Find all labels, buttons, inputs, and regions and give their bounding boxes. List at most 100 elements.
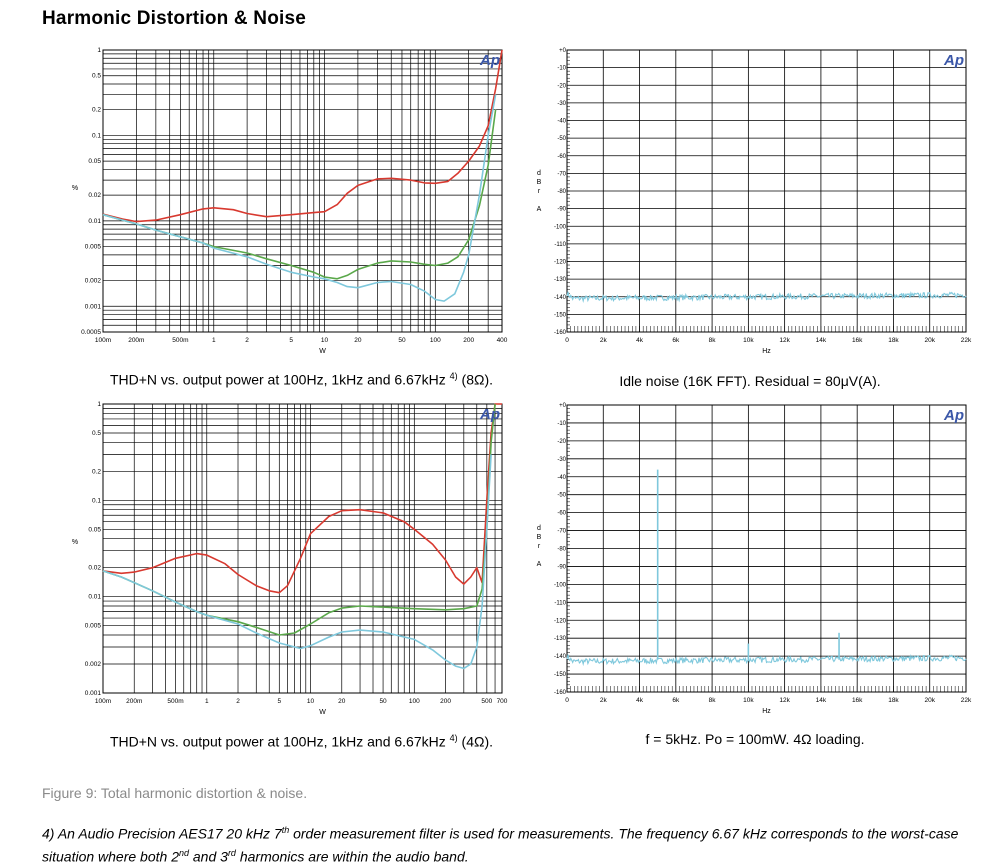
x-tick-label: 200m — [128, 337, 144, 344]
noise-trace — [567, 292, 966, 301]
x-tick-label: 20k — [924, 337, 935, 344]
y-tick-label: -20 — [557, 439, 566, 445]
y-tick-label: 0.1 — [92, 497, 101, 504]
idle-noise-chart: 0 2k 4k 6k 8k 10k 12k 14k 16k 18k 20k 22k +0 -10 -20 -3… — [525, 40, 975, 360]
y-tick-label: 0.001 — [85, 690, 102, 697]
ap-logo: Ap — [479, 52, 500, 69]
y-tick-label: 0.05 — [88, 158, 101, 165]
y-tick-label: 0.5 — [92, 73, 101, 80]
y-tick-label: -60 — [557, 154, 566, 160]
y-axis-label: r — [538, 188, 541, 195]
y-tick-label: -60 — [557, 511, 566, 517]
grid — [103, 50, 502, 332]
x-axis-label: Hz — [762, 348, 771, 355]
x-tick-label: 20 — [338, 698, 346, 705]
x-tick-label: 0 — [565, 337, 569, 344]
y-tick-label: -70 — [557, 171, 566, 177]
y-tick-label: 0.0005 — [81, 329, 101, 336]
x-tick-label: 50 — [379, 698, 387, 705]
page-title: Harmonic Distortion & Noise — [42, 8, 306, 30]
y-tick-label: -160 — [554, 690, 567, 696]
y-tick-label: -20 — [557, 83, 566, 89]
y-tick-label: 0.05 — [88, 526, 101, 533]
y-tick-label: -30 — [557, 101, 566, 107]
x-tick-label: 12k — [779, 697, 790, 704]
y-axis-label: r — [538, 543, 541, 550]
x-tick-label: 100 — [430, 337, 441, 344]
y-tick-label: 1 — [97, 401, 101, 408]
y-tick-label: -150 — [554, 312, 567, 318]
y-tick-label: -110 — [554, 600, 566, 606]
caption-idle-noise: Idle noise (16K FFT). Residual = 80μV(A)… — [525, 373, 975, 389]
x-tick-label: 6k — [672, 697, 680, 704]
x-tick-label: 2k — [600, 697, 608, 704]
y-axis-label: B — [537, 179, 542, 186]
y-tick-label: 0.002 — [85, 661, 102, 668]
y-tick-label: -30 — [557, 457, 566, 463]
x-tick-label: 500m — [172, 337, 188, 344]
y-tick-label: +0 — [559, 48, 567, 54]
x-tick-label: 4k — [636, 697, 644, 704]
x-tick-label: 22k — [961, 337, 972, 344]
plot-frame — [103, 404, 502, 693]
y-tick-label: -10 — [557, 66, 566, 72]
y-tick-label: -140 — [554, 654, 567, 660]
x-tick-label: 0 — [565, 697, 569, 704]
y-tick-label: 0.01 — [88, 594, 101, 601]
series-line-cyan — [103, 95, 496, 301]
x-tick-label: 2k — [600, 337, 608, 344]
fft-5khz-chart: 0 2k 4k 6k 8k 10k 12k 14k 16k 18k 20k 22k +0 -10 -20 -3… — [525, 395, 975, 720]
ap-logo: Ap — [479, 406, 500, 423]
y-tick-label: -70 — [557, 529, 566, 535]
plot-frame — [103, 50, 502, 332]
x-tick-label: 22k — [961, 697, 972, 704]
x-tick-label: 16k — [852, 697, 863, 704]
series-line-green — [103, 404, 495, 635]
y-axis-label: A — [537, 206, 542, 213]
x-tick-label: 20 — [354, 337, 362, 344]
y-tick-label: -160 — [554, 330, 567, 336]
x-tick-label: 700 — [497, 698, 508, 705]
y-tick-label: -100 — [554, 224, 567, 230]
grid — [567, 405, 966, 692]
y-tick-label: -130 — [554, 636, 567, 642]
x-tick-label: 18k — [888, 697, 899, 704]
x-tick-label: 10k — [743, 337, 754, 344]
series-line-green — [103, 110, 496, 279]
series-line-red — [103, 404, 502, 593]
y-tick-label: -130 — [554, 277, 567, 283]
y-tick-label: -50 — [557, 136, 566, 142]
y-tick-label: 0.2 — [92, 107, 101, 114]
y-tick-label: 0.001 — [85, 303, 102, 310]
y-tick-label: +0 — [559, 403, 567, 409]
y-axis-label: B — [537, 534, 542, 541]
x-tick-label: 10 — [321, 337, 329, 344]
caption-thd-8ohm: THD+N vs. output power at 100Hz, 1kHz an… — [60, 371, 543, 388]
y-tick-label: -10 — [557, 421, 566, 427]
x-axis-label: W — [319, 709, 326, 716]
y-tick-label: -100 — [554, 582, 567, 588]
y-tick-label: -120 — [554, 260, 567, 266]
y-tick-label: 0.5 — [92, 430, 101, 437]
x-tick-label: 100m — [95, 337, 111, 344]
y-tick-label: -150 — [554, 672, 567, 678]
y-tick-label: -110 — [554, 242, 566, 248]
x-tick-label: 14k — [816, 697, 827, 704]
y-axis-label: d — [537, 525, 541, 532]
y-tick-label: 0.005 — [85, 623, 102, 630]
grid — [567, 50, 966, 332]
y-tick-label: 0.1 — [92, 132, 101, 139]
x-tick-label: 1 — [212, 337, 216, 344]
x-tick-label: 10 — [307, 698, 315, 705]
x-tick-label: 100 — [409, 698, 420, 705]
x-tick-label: 200m — [126, 698, 142, 705]
x-tick-label: 10k — [743, 697, 754, 704]
y-tick-label: -80 — [557, 547, 566, 553]
ap-logo: Ap — [943, 52, 964, 69]
x-tick-label: 8k — [709, 337, 717, 344]
caption-thd-4ohm: THD+N vs. output power at 100Hz, 1kHz an… — [60, 733, 543, 750]
y-tick-label: -40 — [557, 475, 566, 481]
y-tick-label: 1 — [97, 47, 101, 54]
thd-4ohm-chart: 100m 200m 500m 1 2 5 10 20 50 100 200 500 700 1 0.5 0.2… — [60, 395, 520, 720]
x-tick-label: 14k — [816, 337, 827, 344]
